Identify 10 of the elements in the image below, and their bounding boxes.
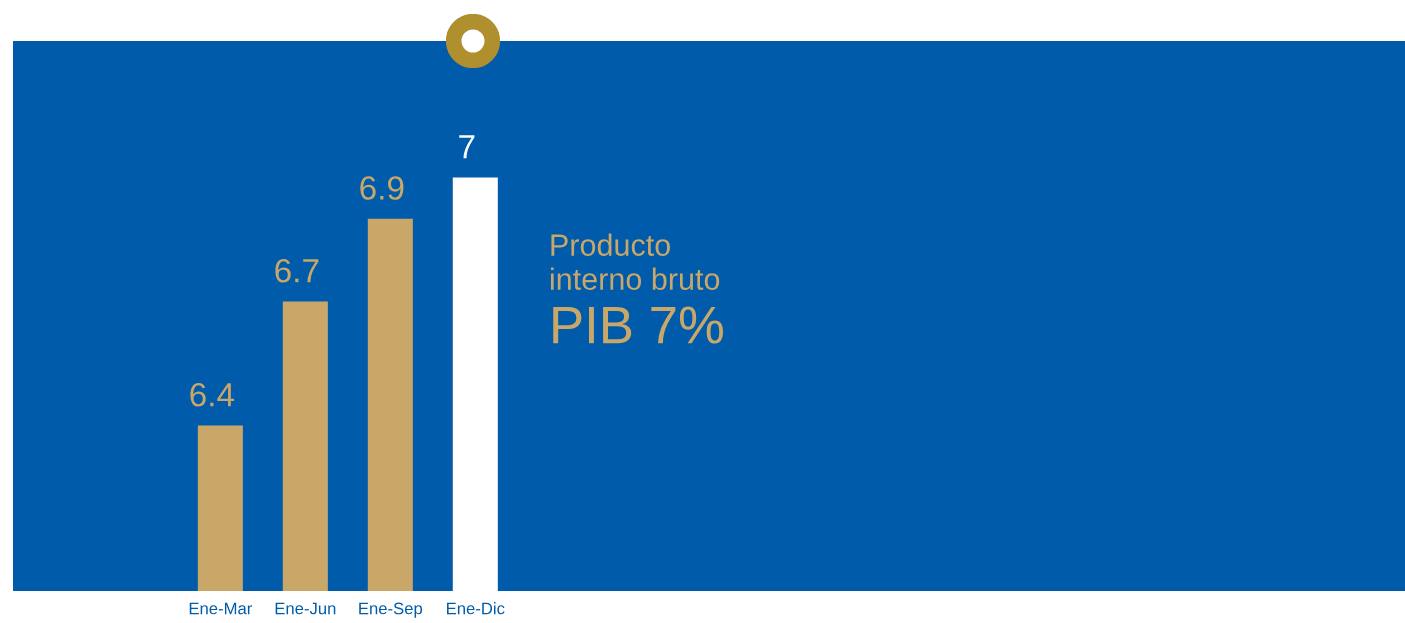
text: PIB 7% bbox=[553, 306, 724, 344]
data-label: 6.9 bbox=[360, 176, 404, 200]
text: Producto interno bruto bbox=[550, 233, 720, 290]
x-tick-label: Ene-Sep bbox=[359, 602, 423, 618]
x-tick-label: Ene-Dic bbox=[447, 602, 505, 615]
data-label: 7 bbox=[459, 135, 475, 159]
x-tick-label: Ene-Jun bbox=[275, 602, 336, 615]
data-label: 6.7 bbox=[275, 258, 319, 283]
data-label: 6.4 bbox=[190, 382, 235, 407]
x-tick-label: Ene-Mar bbox=[189, 602, 253, 615]
